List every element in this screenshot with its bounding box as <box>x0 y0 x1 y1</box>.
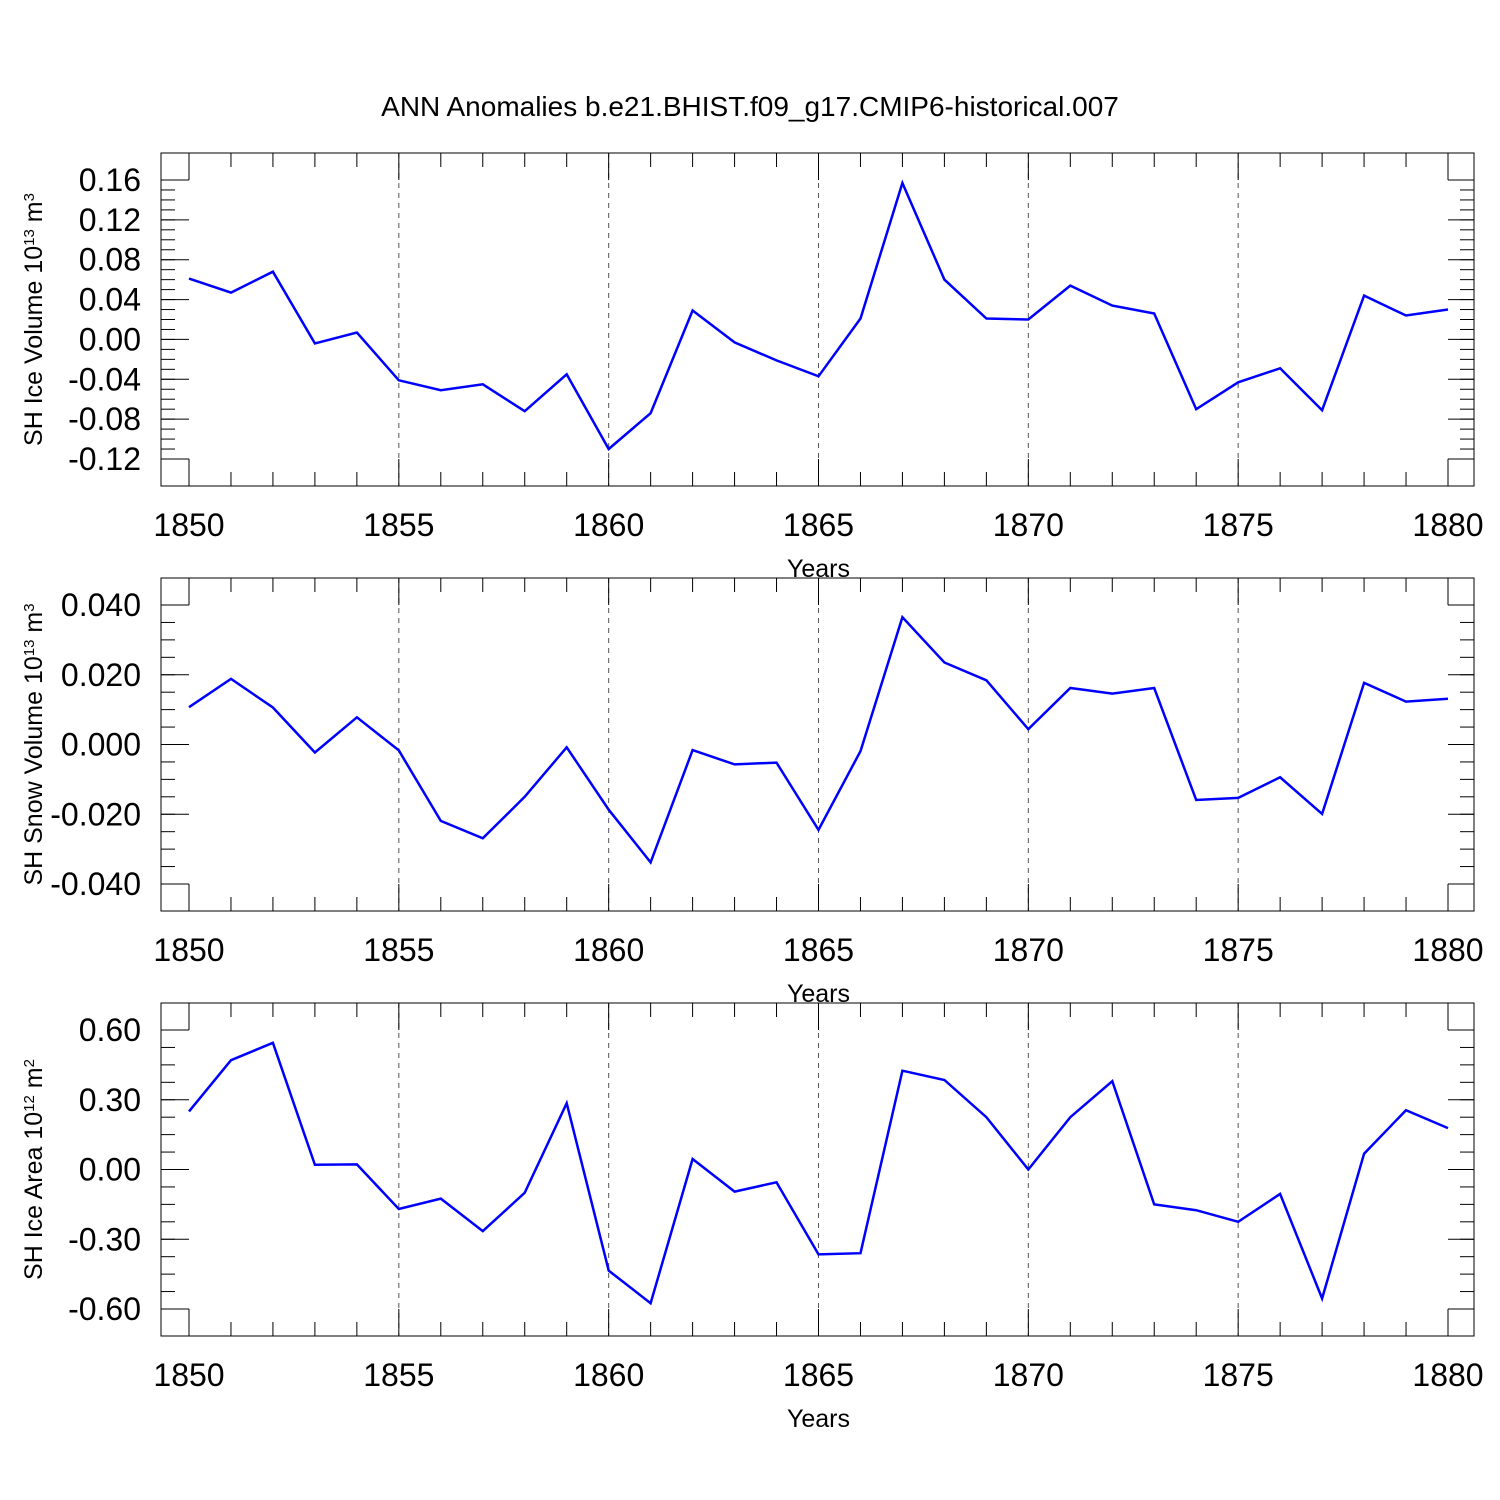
y-tick-label: 0.08 <box>79 242 141 278</box>
x-tick-label: 1870 <box>993 932 1064 968</box>
series-line <box>188 614 1449 865</box>
x-tick-label: 1875 <box>1203 932 1274 968</box>
x-tick-label: 1850 <box>153 932 224 968</box>
y-tick-label: -0.08 <box>68 401 141 437</box>
x-tick-label: 1855 <box>363 507 434 543</box>
x-tick-label: 1865 <box>783 1357 854 1393</box>
chart-title: ANN Anomalies b.e21.BHIST.f09_g17.CMIP6-… <box>381 91 1119 122</box>
y-tick-label: -0.30 <box>68 1221 141 1257</box>
x-tick-label: 1875 <box>1203 507 1274 543</box>
plot-frame <box>160 152 1475 487</box>
y-tick-label: -0.040 <box>50 866 141 902</box>
x-tick-label: 1860 <box>573 1357 644 1393</box>
x-tick-label: 1860 <box>573 507 644 543</box>
y-tick-label: -0.020 <box>50 796 141 832</box>
y-tick-label: 0.12 <box>79 202 141 238</box>
x-tick-label: 1860 <box>573 932 644 968</box>
plot-frame <box>160 577 1475 912</box>
x-tick-label: 1880 <box>1412 1357 1483 1393</box>
x-tick-label: 1880 <box>1412 932 1483 968</box>
y-tick-label: 0.000 <box>61 727 141 763</box>
x-tick-label: 1880 <box>1412 507 1483 543</box>
series-line <box>188 179 1449 451</box>
panel-1: -0.12 -0.08 -0.04 0.000.04 0.08 0.12 0.16 1850 1… <box>20 152 1484 583</box>
x-tick-label: 1875 <box>1203 1357 1274 1393</box>
panel-3: -0.60 -0.30 0.00 0.30 0.60 1850 1855 1860 1865 18… <box>20 1002 1484 1433</box>
y-tick-label: 0.16 <box>79 162 141 198</box>
y-tick-label: 0.00 <box>79 1152 141 1188</box>
x-tick-label: 1870 <box>993 507 1064 543</box>
y-tick-label: 0.040 <box>61 587 141 623</box>
y-tick-label: 0.60 <box>79 1012 141 1048</box>
panel-2: -0.040 -0.020 0.000 0.020 0.040 1850 1855 1860 1… <box>20 577 1484 1008</box>
x-tick-label: 1855 <box>363 1357 434 1393</box>
y-axis-label: SH Ice Volume 1013 m3 <box>20 193 48 446</box>
x-tick-label: 1855 <box>363 932 434 968</box>
x-tick-label: 1850 <box>153 1357 224 1393</box>
x-tick-label: 1850 <box>153 507 224 543</box>
y-tick-label: 0.020 <box>61 657 141 693</box>
x-tick-label: 1865 <box>783 507 854 543</box>
x-tick-label: 1870 <box>993 1357 1064 1393</box>
y-tick-label: 0.30 <box>79 1082 141 1118</box>
y-tick-label: 0.00 <box>79 321 141 357</box>
series-line <box>188 1041 1449 1306</box>
plot-frame <box>160 1002 1475 1337</box>
x-tick-label: 1865 <box>783 932 854 968</box>
y-tick-label: -0.04 <box>68 361 141 397</box>
y-tick-label: 0.04 <box>79 282 141 318</box>
y-axis-label: SH Ice Area 1012 m2 <box>20 1059 48 1280</box>
y-axis-label: SH Snow Volume 1013 m3 <box>20 603 48 885</box>
y-tick-label: -0.12 <box>68 441 141 477</box>
x-axis-label: Years <box>787 1405 850 1433</box>
y-tick-label: -0.60 <box>68 1291 141 1327</box>
